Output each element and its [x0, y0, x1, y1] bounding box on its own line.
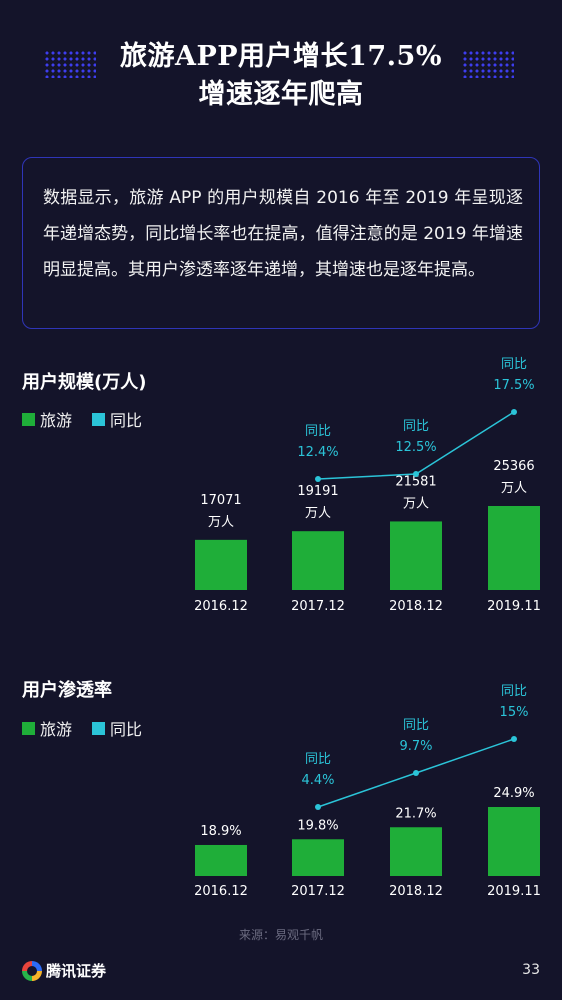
chart1-legend: 旅游 同比 [22, 407, 162, 431]
legend-swatch-line [92, 412, 106, 426]
bar-unit-label: 万人 [501, 481, 527, 496]
yoy-point [315, 476, 321, 482]
yoy-prefix-label: 同比 [305, 752, 331, 767]
page-title-line2: 增速逐年爬高 [198, 79, 364, 110]
bar-unit-label: 万人 [305, 506, 331, 521]
footer-logo: 腾讯证券 [22, 960, 106, 981]
category-label: 2018.12 [389, 599, 443, 614]
legend-item-line: 同比 [92, 407, 142, 431]
bar-value-label: 21.7% [395, 806, 436, 821]
yoy-point [315, 804, 321, 810]
legend-item-line: 同比 [92, 716, 142, 740]
title-dots-left [44, 50, 96, 78]
yoy-point [413, 471, 419, 477]
legend-label-line: 同比 [110, 411, 143, 430]
logo-text: 腾讯证券 [46, 962, 107, 980]
bar-value-label: 18.9% [200, 824, 241, 839]
bar-value-label: 19.8% [297, 818, 338, 833]
category-label: 2016.12 [194, 599, 248, 614]
bar-2019.11 [488, 807, 540, 876]
summary-box: 数据显示，旅游 APP 的用户规模自 2016 年至 2019 年呈现逐年递增态… [22, 157, 540, 329]
chart2-title: 用户渗透率 [22, 680, 112, 701]
bar-value-label: 19191 [297, 484, 338, 499]
title-block: 旅游APP用户增长17.5% 增速逐年爬高 [0, 38, 562, 114]
category-label: 2018.12 [389, 884, 443, 899]
legend-label-line: 同比 [110, 720, 143, 739]
category-label: 2017.12 [291, 884, 345, 899]
category-label: 2017.12 [291, 599, 345, 614]
legend-item-bar: 旅游 [22, 716, 72, 740]
bar-2016.12 [195, 539, 247, 590]
bar-2017.12 [292, 531, 344, 590]
yoy-value-label: 12.4% [297, 445, 338, 460]
bar-value-label: 21581 [395, 474, 436, 489]
legend-swatch-bar [22, 721, 35, 735]
page-title-line1: 旅游APP用户增长17.5% [120, 41, 442, 72]
yoy-prefix-label: 同比 [403, 718, 429, 733]
legend-swatch-bar [22, 412, 35, 426]
yoy-prefix-label: 同比 [501, 684, 527, 699]
category-label: 2019.11 [487, 884, 541, 899]
bar-2019.11 [488, 506, 540, 590]
bar-2016.12 [195, 844, 247, 876]
yoy-prefix-label: 同比 [403, 419, 429, 434]
yoy-prefix-label: 同比 [305, 424, 331, 439]
bar-value-label: 17071 [200, 493, 241, 508]
bar-2017.12 [292, 839, 344, 876]
title-dots-right [462, 50, 514, 78]
legend-label-bar: 旅游 [40, 411, 73, 430]
yoy-point [511, 736, 517, 742]
legend-swatch-line [92, 721, 106, 735]
summary-text: 数据显示，旅游 APP 的用户规模自 2016 年至 2019 年呈现逐年递增态… [43, 188, 523, 280]
legend-label-bar: 旅游 [40, 720, 73, 739]
chart2-legend: 旅游 同比 [22, 716, 162, 740]
yoy-point [511, 409, 517, 415]
yoy-value-label: 4.4% [301, 773, 334, 788]
bar-unit-label: 万人 [208, 515, 234, 530]
source-note: 来源：易观千帆 [238, 928, 323, 942]
category-label: 2016.12 [194, 884, 248, 899]
yoy-value-label: 12.5% [395, 440, 436, 455]
yoy-value-label: 17.5% [493, 378, 534, 393]
yoy-value-label: 9.7% [399, 739, 432, 754]
bar-2018.12 [390, 521, 442, 590]
category-label: 2019.11 [487, 599, 541, 614]
yoy-value-label: 15% [500, 705, 529, 720]
page-number: 33 [522, 962, 540, 978]
bar-unit-label: 万人 [403, 496, 429, 511]
legend-item-bar: 旅游 [22, 407, 72, 431]
yoy-point [413, 770, 419, 776]
yoy-prefix-label: 同比 [501, 357, 527, 372]
tencent-securities-logo-icon [22, 960, 42, 981]
bar-value-label: 25366 [493, 459, 534, 474]
bar-2018.12 [390, 827, 442, 876]
chart1-title: 用户规模(万人) [22, 372, 147, 393]
bar-value-label: 24.9% [493, 786, 534, 801]
